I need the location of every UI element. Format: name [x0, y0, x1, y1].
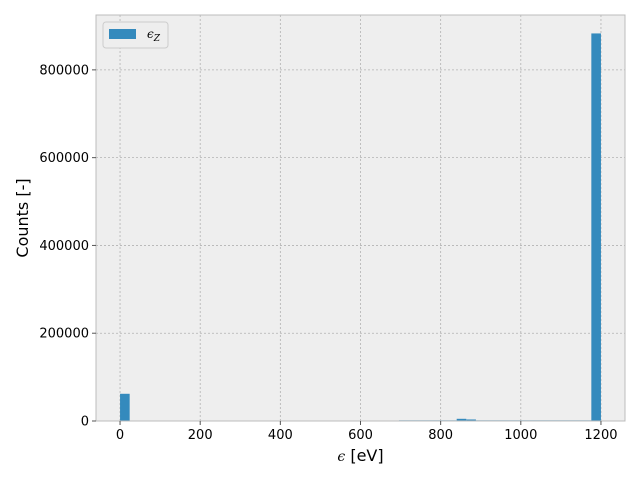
legend: ϵZ [102, 21, 169, 49]
y-tick-label: 400000 [39, 239, 89, 254]
histogram-bar [591, 33, 601, 421]
x-tick-label: 400 [268, 428, 293, 443]
legend-label-sub: Z [153, 34, 161, 44]
x-axis-label: ϵ [eV] [337, 446, 383, 465]
histogram-bar [456, 418, 467, 421]
x-tick-label: 200 [188, 428, 213, 443]
plot-area [96, 15, 625, 421]
y-tick-label: 800000 [39, 63, 89, 78]
legend-label-main: ϵ [147, 27, 154, 41]
x-axis-ticks: 0 200 400 600 800 1000 1200 [116, 421, 618, 443]
histogram-bar [120, 393, 130, 421]
x-axis-label-unit: [eV] [345, 446, 383, 465]
x-tick-label: 1200 [584, 428, 617, 443]
x-tick-label: 1000 [504, 428, 537, 443]
x-tick-label: 800 [428, 428, 453, 443]
histogram-bar [466, 419, 476, 421]
legend-label: ϵZ [147, 27, 161, 44]
x-tick-label: 600 [348, 428, 373, 443]
legend-swatch [109, 29, 136, 39]
y-axis-label: Counts [-] [13, 178, 32, 257]
y-tick-label: 600000 [39, 151, 89, 166]
x-axis-label-symbol: ϵ [337, 449, 345, 465]
y-tick-label: 200000 [39, 327, 89, 342]
y-axis-ticks: 0 200000 400000 600000 800000 [39, 63, 96, 430]
y-tick-label: 0 [81, 415, 89, 430]
x-tick-label: 0 [116, 428, 124, 443]
